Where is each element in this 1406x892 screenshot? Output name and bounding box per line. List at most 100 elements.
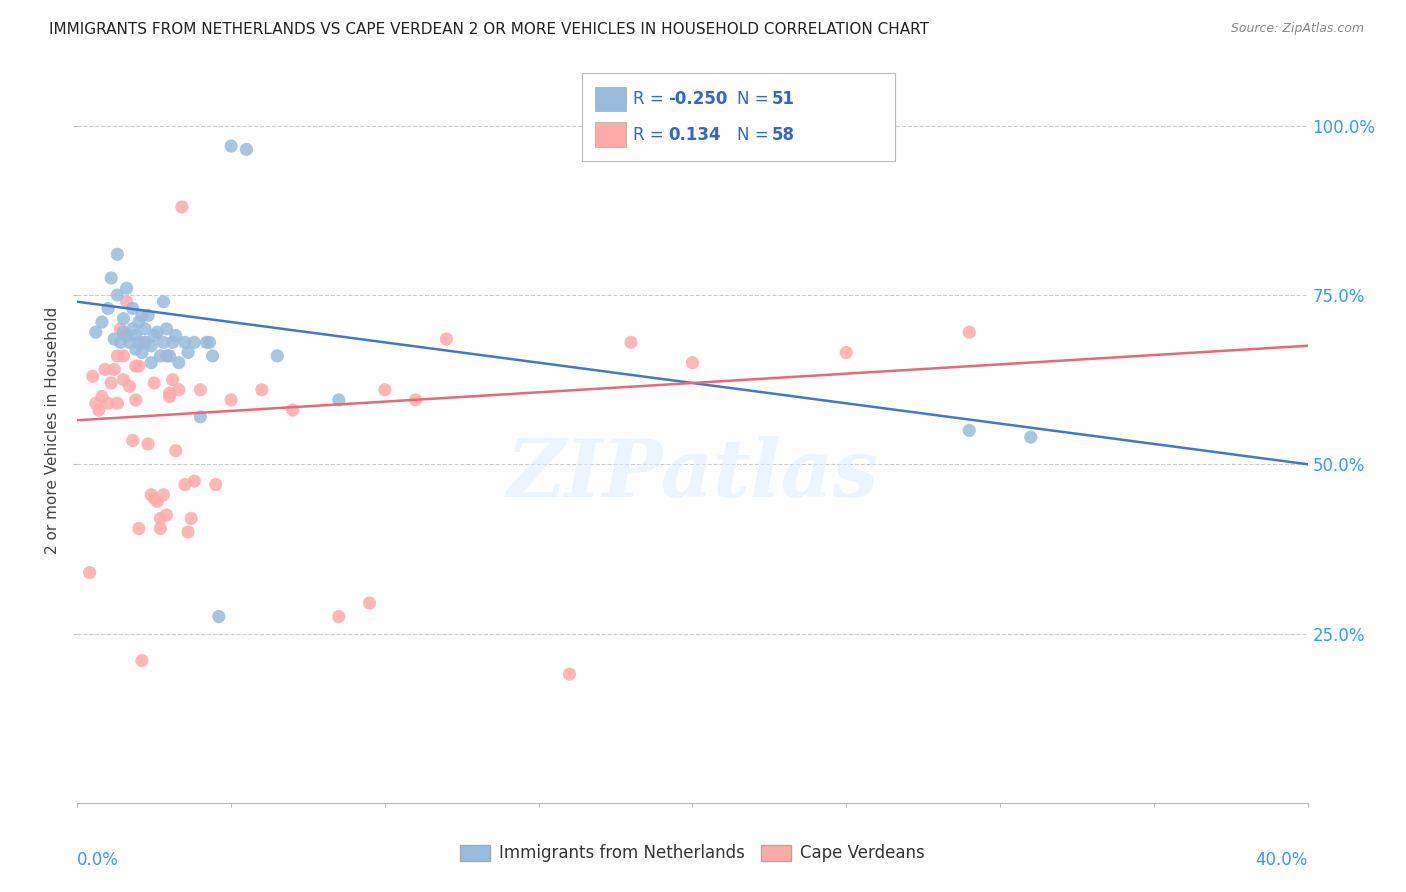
Point	[183, 474, 205, 488]
Point	[149, 522, 172, 536]
Text: 58: 58	[772, 126, 794, 144]
Point	[177, 345, 200, 359]
Point	[105, 247, 128, 261]
Point	[957, 424, 980, 438]
Point	[118, 335, 141, 350]
Point	[141, 339, 163, 353]
Point	[957, 325, 980, 339]
Point	[152, 294, 174, 309]
Point	[359, 596, 381, 610]
Point	[219, 139, 242, 153]
Point	[235, 142, 257, 156]
Point	[159, 386, 181, 401]
Point	[167, 383, 190, 397]
Point	[125, 359, 148, 373]
Point	[112, 373, 135, 387]
Point	[165, 443, 187, 458]
Point	[155, 508, 177, 522]
Text: 0.0%: 0.0%	[77, 851, 120, 869]
Point	[128, 335, 150, 350]
Point	[100, 376, 122, 390]
Point	[128, 359, 150, 373]
Point	[682, 356, 704, 370]
Point	[79, 566, 101, 580]
Point	[105, 349, 128, 363]
Point	[177, 524, 200, 539]
Point	[84, 396, 107, 410]
Point	[188, 383, 212, 397]
Point	[128, 315, 150, 329]
Point	[121, 322, 143, 336]
Point	[121, 434, 143, 448]
Point	[159, 349, 181, 363]
Point	[152, 335, 174, 350]
FancyBboxPatch shape	[582, 73, 896, 161]
Text: N =: N =	[737, 90, 773, 108]
Point	[183, 335, 205, 350]
Point	[97, 396, 120, 410]
Point	[174, 335, 197, 350]
Point	[180, 511, 202, 525]
Point	[170, 200, 193, 214]
Bar	[595, 122, 626, 146]
Text: Source: ZipAtlas.com: Source: ZipAtlas.com	[1230, 22, 1364, 36]
Point	[141, 488, 163, 502]
Point	[201, 349, 224, 363]
Point	[328, 392, 350, 407]
Text: 0.134: 0.134	[668, 126, 720, 144]
Point	[118, 379, 141, 393]
Point	[100, 271, 122, 285]
Point	[105, 396, 128, 410]
Point	[103, 362, 125, 376]
Text: 51: 51	[772, 90, 794, 108]
Point	[131, 345, 153, 359]
Text: R =: R =	[633, 126, 669, 144]
Point	[115, 328, 138, 343]
Point	[281, 403, 304, 417]
Text: 40.0%: 40.0%	[1256, 851, 1308, 869]
Point	[141, 356, 163, 370]
Point	[558, 667, 581, 681]
Text: -0.250: -0.250	[668, 90, 727, 108]
Point	[152, 488, 174, 502]
Point	[115, 294, 138, 309]
Point	[110, 335, 132, 350]
Point	[112, 325, 135, 339]
Point	[198, 335, 221, 350]
Point	[162, 335, 184, 350]
Point	[405, 392, 427, 407]
Point	[97, 301, 120, 316]
Point	[162, 373, 184, 387]
Point	[103, 332, 125, 346]
Point	[219, 392, 242, 407]
Point	[188, 409, 212, 424]
Point	[250, 383, 273, 397]
Point	[125, 328, 148, 343]
Point	[266, 349, 288, 363]
Text: IMMIGRANTS FROM NETHERLANDS VS CAPE VERDEAN 2 OR MORE VEHICLES IN HOUSEHOLD CORR: IMMIGRANTS FROM NETHERLANDS VS CAPE VERD…	[49, 22, 929, 37]
Point	[208, 609, 231, 624]
Point	[105, 288, 128, 302]
Point	[835, 345, 858, 359]
Point	[90, 315, 114, 329]
Point	[143, 491, 166, 505]
Point	[143, 376, 166, 390]
Point	[112, 349, 135, 363]
Point	[146, 325, 169, 339]
Y-axis label: 2 or more Vehicles in Household: 2 or more Vehicles in Household	[45, 307, 60, 554]
Point	[94, 362, 117, 376]
Text: N =: N =	[737, 126, 773, 144]
Point	[195, 335, 218, 350]
Text: R =: R =	[633, 90, 669, 108]
Point	[436, 332, 458, 346]
Point	[125, 342, 148, 356]
Point	[128, 522, 150, 536]
Point	[82, 369, 104, 384]
Point	[131, 308, 153, 322]
Point	[155, 349, 177, 363]
Point	[84, 325, 107, 339]
Point	[90, 390, 114, 404]
Text: ZIPatlas: ZIPatlas	[506, 436, 879, 514]
Point	[1019, 430, 1042, 444]
Point	[146, 494, 169, 508]
